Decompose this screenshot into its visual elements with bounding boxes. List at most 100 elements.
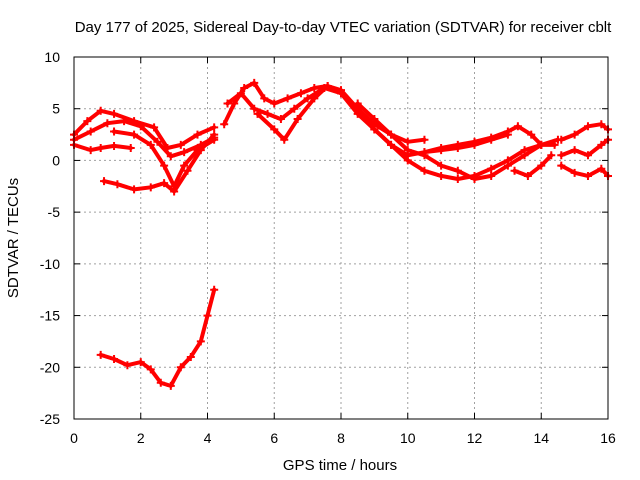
data-point: [240, 84, 249, 93]
data-point: [86, 127, 95, 136]
data-point: [236, 89, 245, 98]
data-point: [156, 378, 165, 387]
satellite-track-f: [96, 285, 219, 390]
data-point: [520, 151, 529, 160]
data-point: [570, 146, 579, 155]
grid: [74, 57, 608, 419]
data-point: [583, 122, 592, 131]
data-point: [270, 125, 279, 134]
data-point: [403, 137, 412, 146]
satellite-track-l: [510, 151, 556, 180]
data-point: [510, 166, 519, 175]
data-point: [130, 130, 139, 139]
data-point: [537, 140, 546, 149]
data-point: [123, 361, 132, 370]
y-tick-label: -25: [40, 411, 60, 427]
data-point: [96, 144, 105, 153]
chart-title: Day 177 of 2025, Sidereal Day-to-day VTE…: [75, 19, 612, 36]
data-point: [487, 164, 496, 173]
x-tick-label: 10: [400, 430, 416, 446]
data-point: [597, 140, 606, 149]
data-point: [370, 115, 379, 124]
data-point: [170, 182, 179, 191]
data-point: [150, 123, 159, 132]
data-point: [146, 365, 155, 374]
data-point: [210, 123, 219, 132]
data-point: [193, 130, 202, 139]
data-point: [437, 161, 446, 170]
data-point: [503, 127, 512, 136]
data-point: [120, 117, 129, 126]
plot-frame: [73, 56, 609, 420]
data-point: [183, 166, 192, 175]
data-point: [166, 152, 175, 161]
data-point: [293, 115, 302, 124]
data-point: [310, 84, 319, 93]
series-group: [70, 78, 612, 390]
satellite-track-e: [110, 127, 219, 191]
data-point: [153, 137, 162, 146]
data-point: [146, 140, 155, 149]
data-point: [420, 148, 429, 157]
satellite-track-k: [420, 122, 559, 157]
data-point: [420, 166, 429, 175]
data-point: [250, 78, 259, 87]
data-point: [437, 171, 446, 180]
data-point: [290, 104, 299, 113]
data-point: [570, 168, 579, 177]
data-point: [210, 135, 219, 144]
data-point: [387, 130, 396, 139]
y-tick-label: 0: [52, 152, 60, 168]
data-point: [180, 148, 189, 157]
data-point: [210, 285, 219, 294]
satellite-track-o: [557, 161, 612, 180]
data-point: [253, 109, 262, 118]
data-point: [126, 144, 135, 153]
data-point: [110, 141, 119, 150]
data-point: [230, 99, 239, 108]
data-point: [250, 104, 259, 113]
data-point: [597, 164, 606, 173]
data-point: [193, 146, 202, 155]
x-tick-label: 4: [204, 430, 212, 446]
data-point: [557, 161, 566, 170]
data-point: [353, 99, 362, 108]
data-point: [160, 161, 169, 170]
data-point: [337, 86, 345, 95]
data-point: [113, 180, 122, 189]
data-point: [100, 177, 109, 186]
data-point: [296, 89, 305, 98]
y-tick-label: -5: [48, 204, 61, 220]
data-point: [570, 130, 579, 139]
data-point: [310, 94, 319, 103]
data-point: [453, 140, 462, 149]
data-point: [103, 119, 112, 128]
data-point: [263, 109, 272, 118]
satellite-track-a: [70, 140, 135, 155]
series-line: [72, 119, 217, 159]
y-tick-label: 5: [52, 101, 60, 117]
data-point: [453, 166, 462, 175]
data-point: [403, 146, 412, 155]
x-axis-title: GPS time / hours: [283, 457, 397, 474]
data-point: [136, 122, 145, 131]
data-point: [223, 99, 232, 108]
data-point: [420, 135, 429, 144]
data-point: [83, 117, 92, 126]
data-point: [550, 140, 559, 149]
data-point: [196, 337, 205, 346]
data-point: [437, 144, 446, 153]
data-point: [537, 161, 546, 170]
data-point: [136, 358, 145, 367]
data-point: [96, 350, 105, 359]
data-point: [220, 120, 229, 129]
x-tick-label: 2: [137, 430, 145, 446]
x-tick-label: 12: [467, 430, 483, 446]
data-point: [180, 161, 189, 170]
y-axis-title: SDTVAR / TECUs: [5, 178, 22, 298]
x-tick-label: 6: [270, 430, 278, 446]
data-point: [260, 94, 269, 103]
data-point: [323, 81, 332, 90]
data-point: [96, 106, 105, 115]
